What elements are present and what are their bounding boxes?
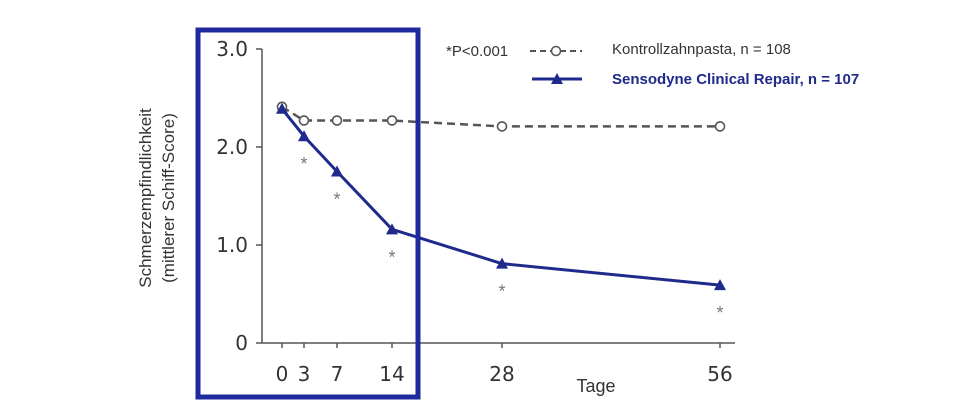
data-point-triangle [298, 130, 310, 142]
axis-labels: Tage Schmerzempfindlichkeit (mittlerer Sch… [136, 108, 616, 396]
data-point-triangle [276, 102, 288, 114]
data-point-triangle [714, 279, 726, 291]
series-line-2 [280, 107, 721, 287]
data-point-triangle [386, 223, 398, 235]
highlight-layer [195, 27, 421, 400]
x-tick-label: 56 [707, 362, 732, 386]
data-point-triangle [496, 257, 508, 269]
significance-star: * [333, 190, 340, 210]
data-point-circle [496, 121, 508, 132]
significance-markers: * * * * * [300, 154, 723, 323]
x-axis-label: Tage [576, 376, 615, 396]
highlight-box [195, 27, 421, 400]
significance-star: * [300, 154, 307, 174]
axes [256, 48, 735, 348]
x-tick-label: 0 [276, 362, 289, 386]
y-tick-label: 2.0 [216, 135, 248, 159]
legend: *P<0.001 Kontrollzahnpasta, n = 108 Sensod… [446, 41, 859, 88]
y-tick-label: 3.0 [216, 37, 248, 61]
significance-star: * [498, 282, 505, 302]
significance-star: * [716, 303, 723, 323]
legend-marker-sensodyne [551, 73, 563, 84]
legend-label-sensodyne: Sensodyne Clinical Repair, n = 107 [612, 71, 859, 88]
tick-labels: 01.02.03.00 3 7 14 28 56 [216, 37, 733, 386]
series-layer [276, 101, 726, 291]
data-point-circle [386, 115, 398, 126]
significance-star: * [388, 247, 395, 267]
y-tick-label: 1.0 [216, 233, 248, 257]
y-tick-label: 0 [235, 331, 248, 355]
x-tick-label: 7 [331, 362, 344, 386]
data-point-triangle [331, 165, 343, 177]
y-axis-label-line-1: Schmerzempfindlichkeit [136, 108, 155, 288]
series-line-1 [281, 105, 720, 128]
data-point-circle [331, 115, 343, 126]
x-tick-label: 3 [298, 362, 311, 386]
y-axis-label-line-2: (mittlerer Schiff-Score) [159, 113, 178, 283]
legend-label-control: Kontrollzahnpasta, n = 108 [612, 41, 791, 58]
significance-note: *P<0.001 [446, 43, 508, 60]
x-tick-label: 14 [379, 362, 404, 386]
data-point-circle [714, 121, 726, 132]
x-tick-label: 28 [489, 362, 514, 386]
data-point-circle [298, 115, 310, 126]
legend-marker-control [550, 45, 562, 57]
